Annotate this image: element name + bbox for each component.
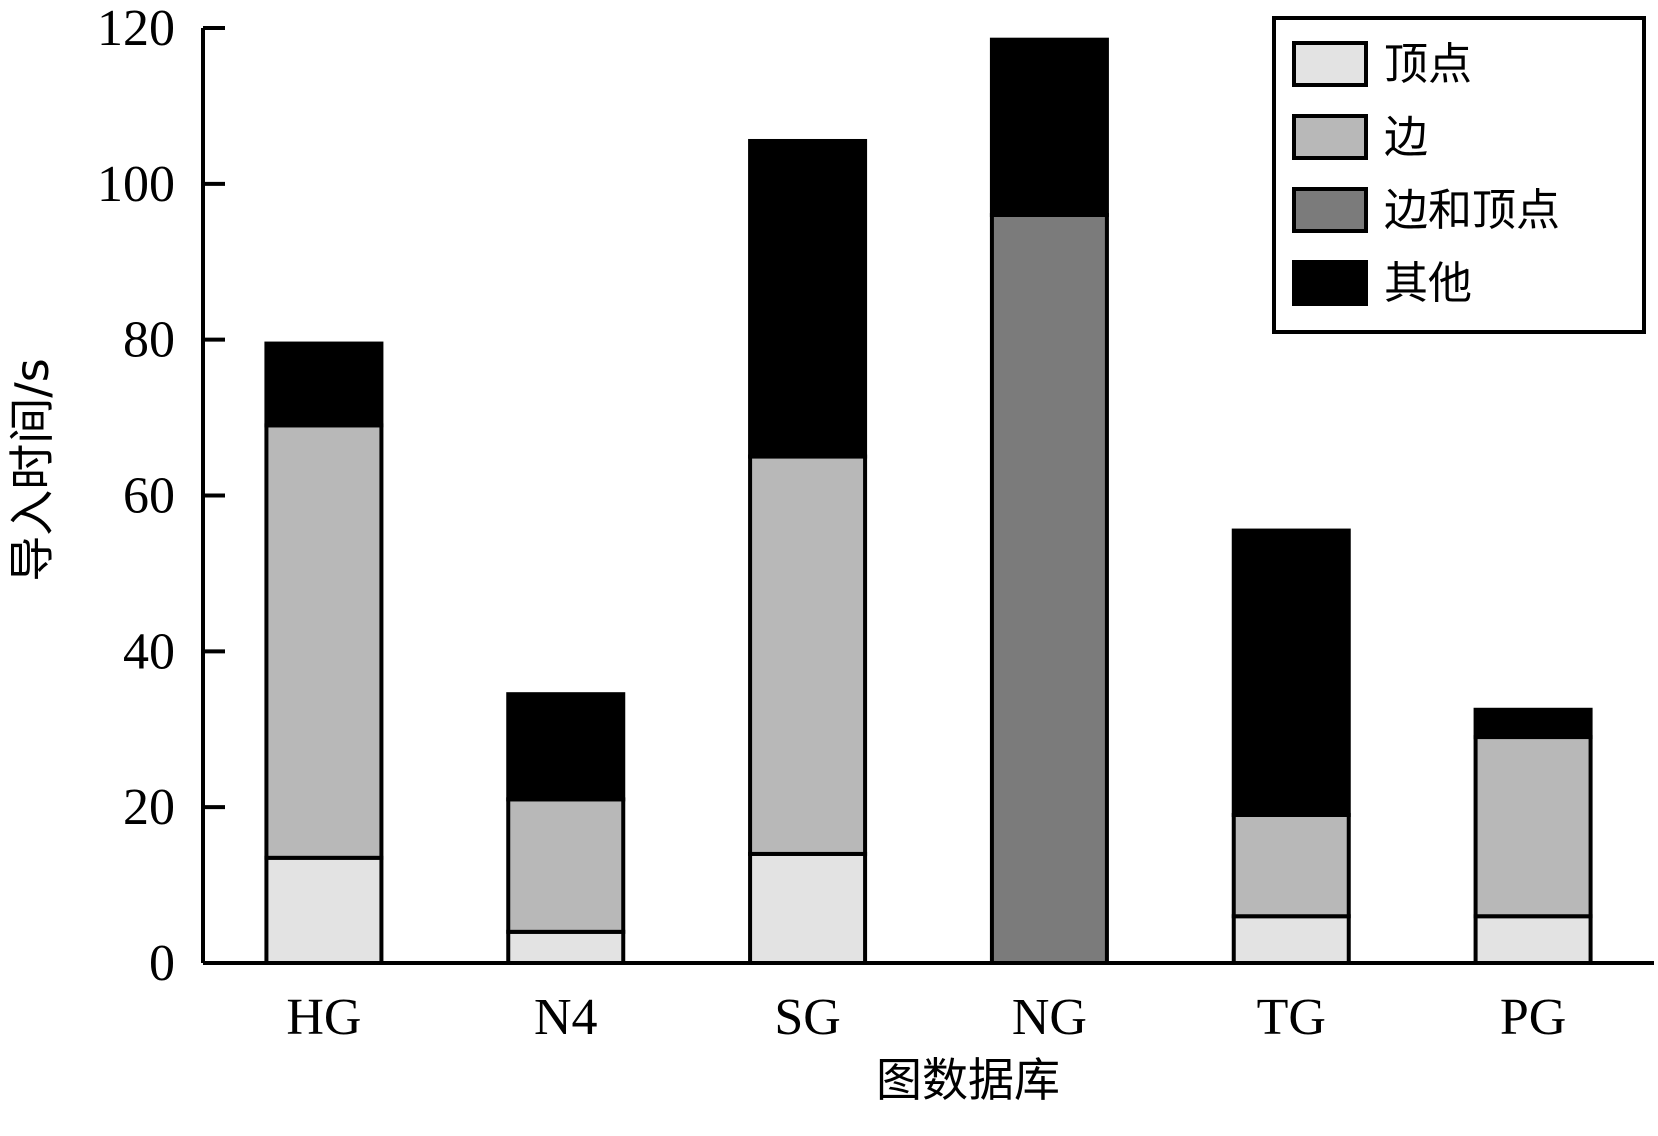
y-tick-label: 60 [123,468,175,525]
bar-segment-HG-1 [264,423,384,860]
x-tick-label: HG [286,989,361,1046]
bar-segment-SG-1 [748,454,868,856]
bar-segment-NG-3 [989,37,1109,217]
bar-segment-SG-3 [748,138,868,459]
bar-segment-N4-3 [506,692,626,802]
y-ticks-group: 0 20 40 60 80 100 120 [97,0,225,992]
y-axis-title: 导入时间/s [5,358,59,581]
y-tick-label: 100 [97,156,175,213]
bar-segment-PG-0 [1473,914,1593,965]
bar-segment-TG-3 [1231,528,1351,817]
legend-label: 边和顶点 [1384,185,1560,236]
legend-label: 边 [1384,112,1428,163]
legend-label: 顶点 [1384,39,1472,90]
legend-label: 其他 [1384,258,1472,309]
bar-segment-HG-3 [264,341,384,428]
y-tick-label: 20 [123,779,175,836]
bar-segment-SG-0 [748,851,868,966]
x-tick-label: N4 [534,989,598,1046]
x-axis-title: 图数据库 [876,1053,1060,1107]
bar-segment-PG-1 [1473,735,1593,919]
y-tick-label: 0 [149,935,175,992]
bar-segment-NG-2 [989,213,1109,965]
legend-swatch [1292,187,1368,233]
x-tick-label: NG [1012,989,1087,1046]
legend-swatch [1292,41,1368,87]
y-tick-label: 80 [123,312,175,369]
y-tick-label: 120 [97,0,175,57]
x-tick-label: SG [774,989,840,1046]
bar-segment-TG-1 [1231,812,1351,919]
bar-segment-HG-0 [264,855,384,965]
bar-segment-N4-0 [506,929,626,965]
bar-segment-TG-0 [1231,914,1351,965]
bar-segment-N4-1 [506,797,626,934]
x-tick-label: TG [1257,989,1326,1046]
x-ticks-group: HG N4 SG NG TG PG [286,989,1566,1046]
x-tick-label: PG [1500,989,1566,1046]
bars-group [264,37,1593,966]
legend-swatch [1292,260,1368,306]
bar-segment-PG-3 [1473,707,1593,740]
y-tick-label: 40 [123,623,175,680]
legend-swatch [1292,114,1368,160]
